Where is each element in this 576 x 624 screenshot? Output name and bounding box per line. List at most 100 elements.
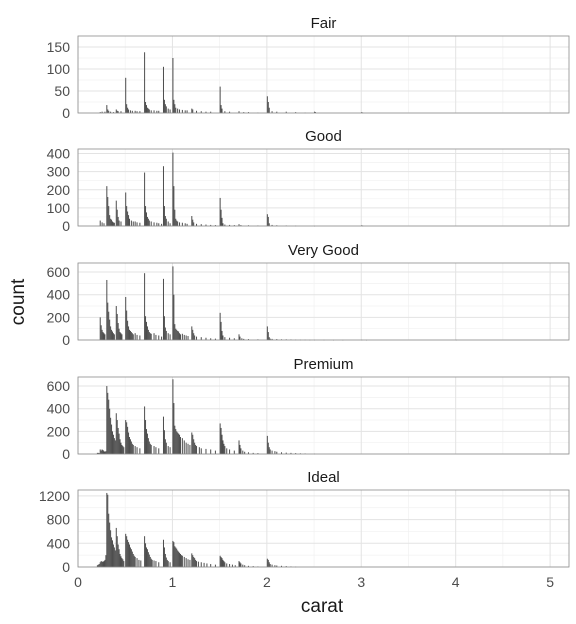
histogram-bar [144,406,146,454]
histogram-bar [146,326,148,340]
histogram-bar [150,221,152,226]
histogram-bar [120,442,122,454]
histogram-bar [161,223,163,226]
histogram-bar [187,559,189,567]
histogram-bar [145,420,147,454]
histogram-bar [176,548,178,567]
histogram-bar [269,338,271,340]
histogram-bar [181,222,183,226]
histogram-bar [200,337,202,340]
histogram-bar [214,225,216,226]
histogram-bar [222,559,224,567]
histogram-bar [233,338,235,340]
histogram-bar [252,452,254,454]
histogram-bar [112,434,114,454]
histogram-bar [177,221,179,226]
panel-border [77,376,570,455]
histogram-bar [193,222,195,226]
histogram-bar [295,453,297,454]
histogram-bar [136,558,138,567]
histogram-bar [122,446,124,454]
histogram-bar [158,223,160,226]
histogram-bar [127,426,129,454]
histogram-bar [117,323,119,340]
histogram-bar [108,311,110,340]
histogram-bar [172,379,174,454]
histogram-bar [295,112,297,113]
histogram-bar [200,111,202,113]
facet-title: Ideal [307,469,340,486]
histogram-bar [194,442,196,454]
histogram-bar [223,561,225,567]
histogram-bar [158,562,160,567]
histogram-bar [99,562,101,567]
histogram-bar [146,433,148,454]
y-tick-label: 100 [47,200,71,216]
histogram-bar [134,556,136,567]
histogram-bar [163,206,165,226]
histogram-bar [127,211,129,226]
histogram-bar [221,558,223,567]
histogram-bar [145,429,147,454]
histogram-bar [128,329,130,340]
histogram-bar [121,558,123,567]
histogram-bar [107,302,109,340]
histogram-bar [239,562,241,567]
histogram-bar [128,215,130,226]
histogram-bar [114,550,116,567]
histogram-bar [178,551,180,567]
histogram-bar [134,333,136,340]
histogram-bar [266,326,268,340]
histogram-bar [110,218,112,226]
histogram-bar [257,453,259,454]
histogram-bar [175,547,177,567]
histogram-bar [120,221,122,226]
histogram-bar [266,435,268,454]
histogram-bar [106,386,108,454]
histogram-bar [192,329,194,340]
histogram-bar [268,562,270,567]
histogram-bar [123,561,125,567]
histogram-bar [179,334,181,340]
histogram-bar [271,564,273,567]
y-tick-label: 200 [47,182,71,198]
histogram-bar [178,433,180,454]
histogram-bar [129,330,131,340]
histogram-bar [220,105,222,113]
histogram-bar [147,108,149,113]
histogram-bar [147,438,149,454]
histogram-bar [238,440,240,454]
histogram-bar [104,334,106,340]
histogram-bar [101,561,103,567]
histogram-bar [128,437,130,454]
histogram-bar [210,449,212,454]
histogram-bar [150,110,152,113]
histogram-bar [128,432,130,454]
histogram-bar [106,105,108,113]
histogram-bar [145,105,147,113]
histogram-bar [139,111,141,113]
facet-title: Premium [293,356,353,373]
histogram-bar [100,325,102,340]
histogram-bar [165,557,167,567]
histogram-bar [205,448,207,454]
y-tick-label: 0 [62,559,70,575]
histogram-bar [111,540,113,567]
histogram-bar [185,558,187,567]
histogram-bar [147,218,149,226]
histogram-bar [116,110,118,113]
histogram-bar [167,221,169,226]
histogram-bar [121,334,123,340]
histogram-bar [99,112,101,113]
histogram-bar [164,553,166,567]
histogram-bar [97,452,99,454]
histogram-bar [118,433,120,454]
histogram-bar [167,108,169,113]
histogram-bar [269,449,271,454]
histogram-bar [110,530,112,567]
histogram-bar [107,197,109,226]
histogram-bar [210,564,212,567]
histogram-bar [129,439,131,454]
histogram-bar [111,431,113,454]
histogram-bar [108,110,110,113]
